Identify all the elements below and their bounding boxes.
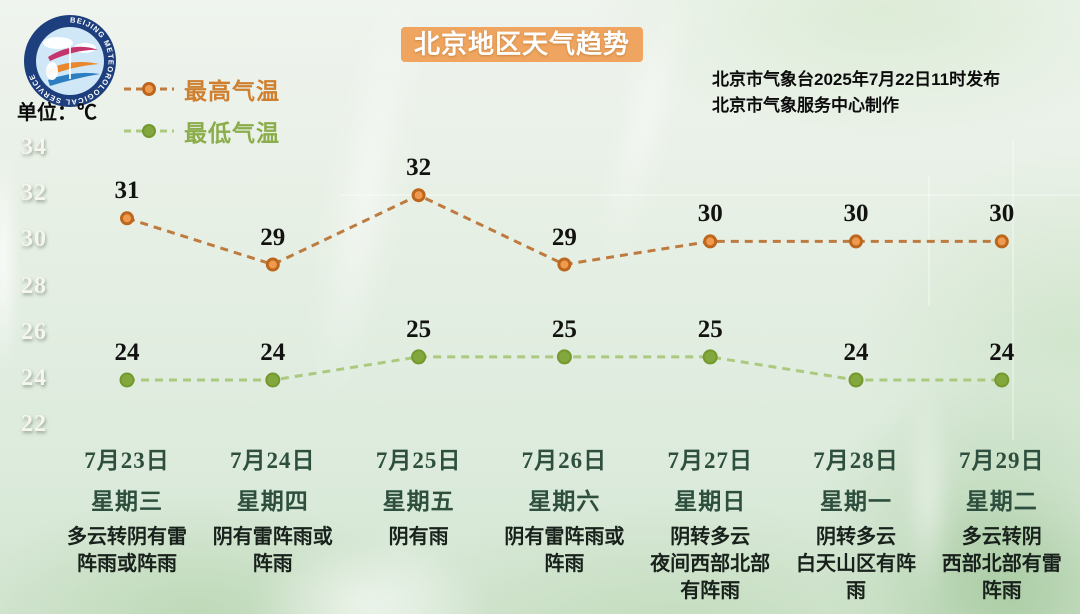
point-value-label: 24 — [843, 339, 869, 366]
low-temp-point-marker — [702, 349, 718, 365]
day-weather-description: 多云转阴有雷 阵雨或阵雨 — [67, 526, 187, 575]
day-column: 7月24日 星期四 阴有雷阵雨或 阵雨 — [200, 441, 346, 578]
low-temp-point-marker — [411, 349, 427, 365]
point-value-label: 25 — [697, 315, 723, 343]
point-value-label: 30 — [697, 200, 723, 228]
chart-legend: 最高气温 最低气温 — [124, 74, 280, 158]
y-axis-tick-label: 34 — [21, 134, 47, 160]
day-column: 7月25日 星期五 阴有雨 — [346, 441, 492, 551]
high-temp-point-marker — [849, 234, 863, 249]
point-value-label: 24 — [114, 339, 140, 366]
day-date-label: 7月29日 — [959, 448, 1045, 473]
page-title: 北京地区天气趋势 — [401, 27, 644, 62]
day-weekday-label: 星期一 — [820, 489, 892, 514]
background-streak — [0, 140, 20, 380]
high-temp-point-marker — [411, 188, 426, 203]
high-temp-point-marker — [703, 234, 718, 249]
high-temp-point-marker — [557, 257, 572, 272]
legend-label-low-temp: 最低气温 — [184, 120, 280, 146]
day-weekday-label: 星期四 — [236, 489, 309, 514]
point-value-label: 24 — [989, 339, 1015, 366]
day-weekday-label: 星期日 — [674, 489, 747, 514]
point-value-label: 30 — [843, 200, 869, 228]
day-column: 7月27日 星期日 阴转多云 夜间西部北部 有阵雨 — [637, 441, 783, 605]
y-axis-tick-label: 30 — [21, 226, 47, 253]
y-axis-tick-label: 22 — [21, 411, 47, 438]
y-axis-tick-label: 26 — [21, 318, 47, 345]
day-column: 7月29日 星期二 多云转阴 西部北部有雷 阵雨 — [929, 441, 1075, 605]
day-weekday-label: 星期二 — [965, 489, 1038, 514]
background-pane-line — [1012, 140, 1014, 440]
point-value-label: 31 — [114, 177, 140, 205]
day-weather-description: 阴转多云 白天山区有阵 雨 — [796, 526, 916, 602]
point-value-label: 25 — [551, 315, 577, 343]
day-column: 7月23日 星期三 多云转阴有雷 阵雨或阵雨 — [54, 441, 200, 578]
point-value-label: 29 — [551, 223, 577, 251]
point-value-label: 25 — [406, 315, 432, 343]
source-block: 北京市气象台2025年7月22日11时发布 北京市气象服务中心制作 — [712, 67, 1000, 119]
legend-item-high-temp: 最高气温 — [124, 74, 280, 104]
unit-label: 单位：℃ — [17, 102, 97, 124]
background-pane-line — [340, 194, 1080, 196]
background-pane-line — [928, 176, 930, 306]
day-column: 7月26日 星期六 阴有雷阵雨或 阵雨 — [491, 441, 637, 578]
low-temp-point-marker — [119, 372, 135, 388]
day-date-label: 7月23日 — [84, 448, 170, 473]
day-weekday-label: 星期五 — [382, 489, 455, 514]
low-temp-point-marker — [994, 372, 1010, 388]
day-column: 7月28日 星期一 阴转多云 白天山区有阵 雨 — [783, 441, 929, 605]
day-weekday-label: 星期六 — [528, 489, 601, 514]
beijing-meteorological-service-logo-icon: BEIJING METEOROLOGICAL SERVICE — [24, 15, 116, 107]
point-value-label: 29 — [260, 223, 286, 251]
day-date-label: 7月28日 — [813, 448, 899, 473]
source-line-2: 北京市气象服务中心制作 — [712, 96, 899, 115]
point-value-label: 30 — [989, 200, 1015, 228]
point-value-label: 32 — [406, 154, 432, 182]
day-weekday-label: 星期三 — [91, 489, 163, 514]
high-temp-marker-icon — [124, 82, 174, 96]
point-value-label: 24 — [260, 339, 286, 366]
low-temp-point-marker — [265, 372, 281, 388]
y-axis-tick-label: 28 — [21, 272, 47, 299]
high-temp-point-marker — [120, 211, 134, 226]
day-weather-description: 多云转阴 西部北部有雷 阵雨 — [941, 526, 1062, 602]
day-weather-description: 阴有雷阵雨或 阵雨 — [504, 526, 625, 575]
day-date-label: 7月25日 — [375, 448, 462, 473]
high-temp-point-marker — [265, 257, 280, 272]
day-weather-description: 阴有雷阵雨或 阵雨 — [212, 526, 333, 575]
y-axis-tick-label: 32 — [21, 180, 47, 207]
high-temp-line — [126, 193, 1002, 267]
high-temp-point-marker — [994, 234, 1009, 249]
day-weather-description: 阴有雨 — [388, 526, 449, 548]
y-axis-tick-label: 24 — [21, 365, 47, 391]
low-temp-line — [127, 355, 1002, 382]
day-date-label: 7月27日 — [667, 448, 753, 473]
day-date-label: 7月26日 — [521, 448, 608, 473]
low-temp-marker-icon — [124, 124, 174, 138]
low-temp-point-marker — [848, 372, 864, 388]
legend-label-high-temp: 最高气温 — [184, 78, 280, 104]
low-temp-point-marker — [556, 349, 572, 365]
day-weather-description: 阴转多云 夜间西部北部 有阵雨 — [650, 526, 771, 602]
legend-item-low-temp: 最低气温 — [124, 116, 280, 146]
day-date-label: 7月24日 — [230, 448, 316, 473]
source-line-1: 北京市气象台2025年7月22日11时发布 — [712, 70, 1001, 89]
